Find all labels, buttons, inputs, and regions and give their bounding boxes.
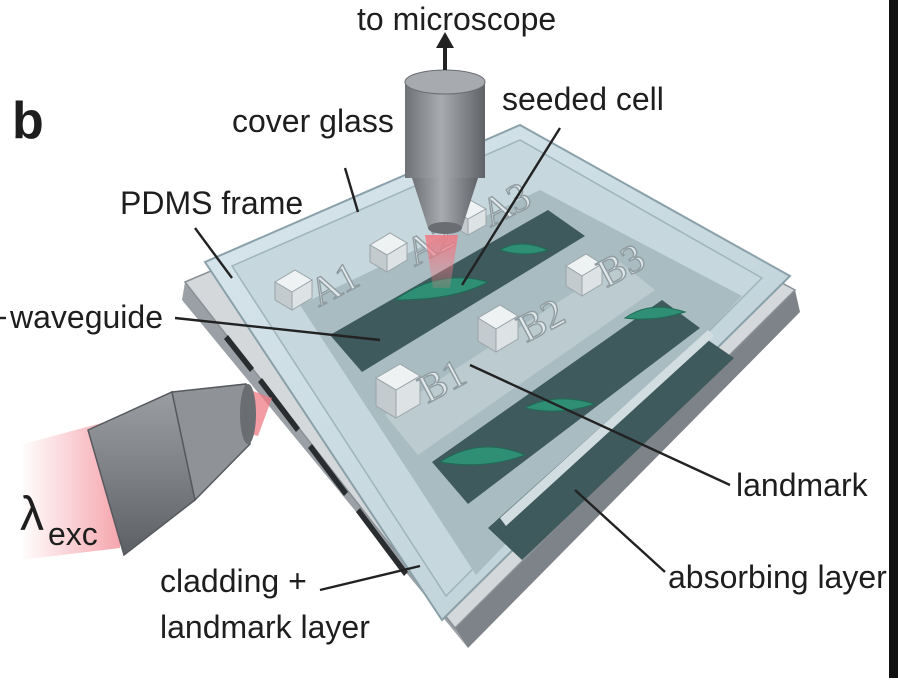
top-objective xyxy=(404,32,486,288)
leader-absorbing-layer xyxy=(574,489,666,573)
objective-body xyxy=(405,82,485,178)
leader-cladding xyxy=(319,564,421,592)
leader-cover-glass xyxy=(343,167,360,213)
cell-3 xyxy=(623,306,687,320)
label-cover-glass: cover glass xyxy=(232,103,394,139)
leader-pdms-frame xyxy=(194,227,233,279)
chip: A1 A2 A3 B1 B2 B3 xyxy=(182,123,800,648)
label-to-microscope: to microscope xyxy=(357,1,556,37)
panel-letter: b xyxy=(12,92,44,150)
landmark-row-b xyxy=(375,253,603,419)
side-objective xyxy=(20,383,272,560)
label-cladding-line2: landmark layer xyxy=(160,609,370,645)
label-cladding-line1: cladding + xyxy=(160,563,307,599)
label-seeded-cell: seeded cell xyxy=(502,81,664,117)
label-lambda-subscript: exc xyxy=(48,516,98,552)
waveguide-strip-lower xyxy=(488,336,734,560)
landmark-row-a xyxy=(274,199,488,311)
cell-2 xyxy=(498,243,550,255)
substrate-right-face xyxy=(455,290,800,648)
cell-1 xyxy=(393,277,490,301)
labels: b to microscope seeded cell cover glass … xyxy=(9,1,887,645)
seeded-cells xyxy=(393,243,687,466)
label-lambda: λ xyxy=(20,488,44,541)
label-pdms-frame: PDMS frame xyxy=(120,185,303,221)
leader-landmark xyxy=(469,363,731,487)
label-waveguide: waveguide xyxy=(9,299,163,335)
separator-strip xyxy=(385,262,655,455)
leader-lines xyxy=(0,127,731,592)
frame-border xyxy=(889,0,898,678)
leader-waveguide xyxy=(174,316,381,342)
leader-seeded-cell xyxy=(460,127,562,286)
top-laser-cone xyxy=(425,235,458,288)
label-absorbing-layer: absorbing layer xyxy=(668,559,887,595)
cell-4 xyxy=(523,398,597,412)
edge-landmark-strips xyxy=(224,335,408,576)
cell-5 xyxy=(438,446,527,466)
label-landmark: landmark xyxy=(736,467,869,503)
